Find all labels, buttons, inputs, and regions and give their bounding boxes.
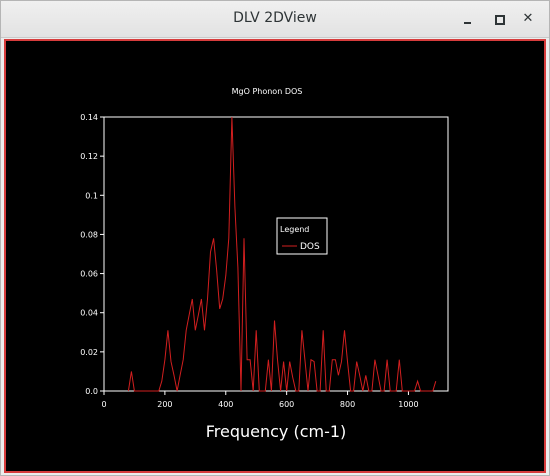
minimize-button[interactable] — [458, 9, 478, 29]
x-tick-label: 0 — [101, 400, 106, 409]
legend-series-name: DOS — [300, 242, 320, 252]
x-axis-label: Frequency (cm-1) — [206, 422, 347, 441]
y-tick-label: 0.04 — [80, 309, 98, 318]
y-tick-label: 0.02 — [80, 348, 98, 357]
y-tick-label: 0.08 — [80, 230, 98, 239]
legend-title: Legend — [280, 225, 309, 234]
title-bar[interactable]: DLV 2DView ✕ — [1, 1, 549, 38]
close-icon: ✕ — [522, 11, 534, 26]
maximize-button[interactable] — [489, 9, 509, 29]
y-tick-label: 0.0 — [85, 387, 98, 396]
x-tick-label: 800 — [340, 400, 355, 409]
y-tick-label: 0.14 — [80, 113, 98, 122]
minimize-icon — [464, 22, 471, 24]
x-tick-label: 1000 — [398, 400, 418, 409]
y-tick-label: 0.12 — [80, 152, 98, 161]
close-button[interactable]: ✕ — [518, 9, 538, 29]
x-tick-label: 200 — [157, 400, 172, 409]
y-tick-label: 0.06 — [80, 270, 98, 279]
chart: MgO Phonon DOS 0 200 400 600 800 10000.00.020… — [80, 87, 449, 441]
y-tick-label: 0.1 — [85, 191, 98, 200]
chart-title: MgO Phonon DOS — [232, 87, 303, 96]
window-title: DLV 2DView — [233, 10, 317, 26]
plot-canvas: MgO Phonon DOS 0 200 400 600 800 1000 0.0 0.02 0… — [4, 39, 546, 473]
axis-ticks: 0 200 400 600 800 1000 0.0 0.02 0.04 0.06 0.08 0.1 0… — [80, 113, 418, 409]
legend-box — [276, 217, 328, 255]
x-tick-label: 400 — [218, 400, 233, 409]
legend: Legend DOS — [276, 217, 328, 255]
dos-series-line — [127, 116, 437, 392]
x-tick-label: 600 — [279, 400, 294, 409]
plot-frame — [103, 116, 449, 392]
maximize-icon — [495, 15, 505, 25]
